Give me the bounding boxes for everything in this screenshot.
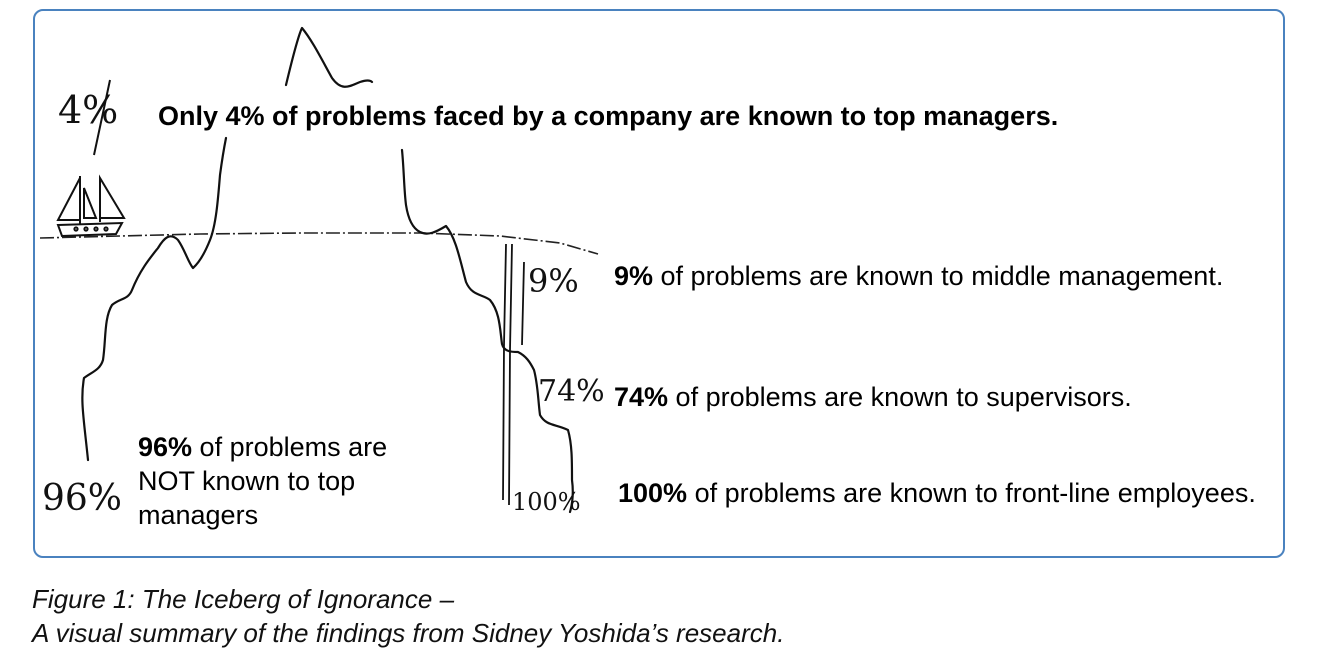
statement-front-line-text: of problems are known to front-line empl… [687, 478, 1256, 508]
hand-label-74-percent: 74% [538, 374, 605, 409]
figure-frame [33, 9, 1285, 558]
figure-caption-line-2: A visual summary of the findings from Si… [32, 618, 785, 648]
iceberg-outline [81, 26, 574, 514]
level-divider-lines [502, 243, 525, 506]
figure-caption-line-1: Figure 1: The Iceberg of Ignorance – [32, 584, 455, 614]
statement-hidden-line-2: NOT known to top [138, 466, 356, 496]
statement-hidden-line-1-text: of problems are [192, 432, 388, 462]
statement-middle-management: 9% of problems are known to middle manag… [614, 260, 1223, 294]
statement-front-line-percent: 100% [618, 478, 688, 508]
statement-middle-management-text: of problems are known to middle manageme… [653, 261, 1224, 291]
statement-middle-management-percent: 9% [614, 261, 654, 291]
statement-supervisors-text: of problems are known to supervisors. [668, 382, 1132, 412]
hand-label-96-percent: 96% [42, 478, 123, 519]
statement-hidden-line-1: 96% of problems are [138, 430, 387, 464]
headline-text: Only 4% of problems faced by a company a… [158, 101, 1059, 131]
statement-hidden-line-3: managers [138, 500, 259, 530]
hand-label-100-percent: 100% [512, 488, 581, 516]
hand-label-4-percent: 4% [58, 88, 119, 132]
statement-hidden-problems: 96% of problems are NOT known to top man… [138, 430, 387, 532]
sailboat-icon [56, 174, 126, 238]
statement-supervisors-percent: 74% [614, 382, 669, 412]
hand-slash-4 [93, 79, 111, 156]
water-line [39, 232, 599, 255]
hand-label-9-percent: 9% [528, 262, 579, 300]
statement-hidden-percent: 96% [138, 432, 193, 462]
statement-supervisors: 74% of problems are known to supervisors… [614, 381, 1132, 415]
statement-front-line: 100% of problems are known to front-line… [618, 477, 1256, 511]
